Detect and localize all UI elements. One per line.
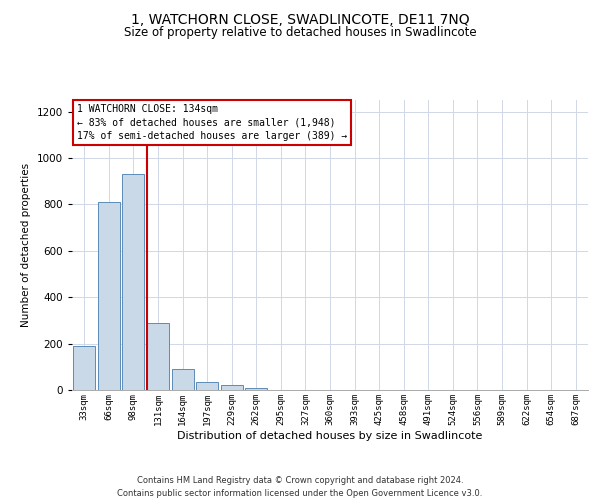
Bar (73, 346, 95, 390)
Text: Contains HM Land Registry data © Crown copyright and database right 2024.
Contai: Contains HM Land Registry data © Crown c… (118, 476, 482, 498)
Bar (245, 388, 268, 390)
Text: Size of property relative to detached houses in Swadlincote: Size of property relative to detached ho… (124, 26, 476, 39)
Bar (221, 386, 243, 390)
Bar (98, 202, 120, 390)
Text: 1, WATCHORN CLOSE, SWADLINCOTE, DE11 7NQ: 1, WATCHORN CLOSE, SWADLINCOTE, DE11 7NQ (131, 12, 469, 26)
Text: 1 WATCHORN CLOSE: 134sqm
← 83% of detached houses are smaller (1,948)
17% of sem: 1 WATCHORN CLOSE: 134sqm ← 83% of detach… (77, 104, 347, 141)
X-axis label: Distribution of detached houses by size in Swadlincote: Distribution of detached houses by size … (178, 430, 482, 440)
Bar (147, 322, 169, 390)
Y-axis label: Number of detached properties: Number of detached properties (21, 163, 31, 327)
Bar (196, 382, 218, 390)
Bar (172, 369, 194, 390)
Bar (122, 174, 145, 390)
